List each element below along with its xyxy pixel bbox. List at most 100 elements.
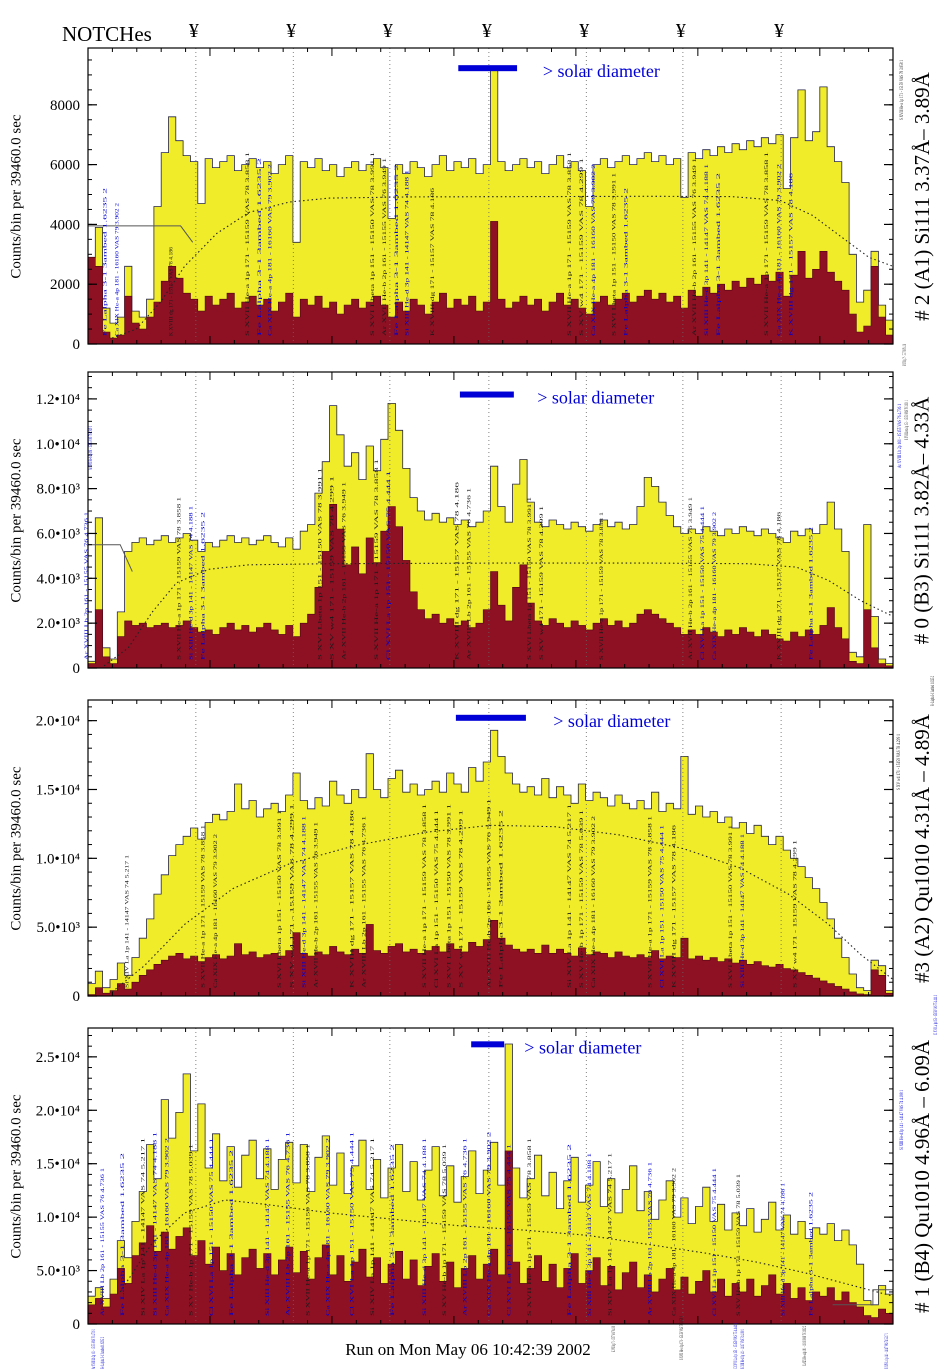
line-id-annotation: Cl XVI La 1p 151 - 15150 VAS 75 4.444 1 [508,1143,513,1316]
line-id-annotation: Ar XVII He-b 2p 161 - 15155 VAS 76 3.949… [383,157,388,336]
red-series [87,1150,894,1325]
line-id-annotation: Si XIII He-d 3p 141 - 14147 VAS 74 4.188… [705,163,710,336]
line-id-annotation: S XV He-b 1p 171 - 15159 VAS 78 5.039 1 [737,1173,742,1316]
solar-diameter-label: > solar diameter [524,1037,641,1057]
line-id-annotation: Si XIII He-d 3p 141 - 14147 VAS 74 4.188… [405,169,410,336]
line-id-annotation: Ar XVII He-b 2p 161 - 15155 VAS 76 3.949… [488,798,493,988]
line-id-annotation: S XVII He-a 1p 171 - 15159 VAS 78 3.858 … [649,815,654,988]
y-tick-label: 1.0•10⁴ [36,437,80,453]
line-id-annotation: Si XIII He-d 3p 141 - 14147 VAS 74 4.188… [266,1137,271,1316]
line-id-annotation: Ar XVIII Lb 2p 161 - 15155 VAS 76 4.736 … [649,1161,654,1316]
line-id-annotation: Ar XVIII Lb 2p 161 - 15155 VAS 76 4.736 … [101,1167,106,1316]
line-id-annotation: S XVII He-a 1p 171 - 15159 VAS 78 3.858 … [178,496,183,660]
notch-marker: ¥ [774,20,785,42]
line-id-annotation: S XVI Lbeta 1p 151 - 15150 VAS 78 3.991 … [528,496,533,660]
line-id-annotation: Ca XIX He-a 4p 181 - 16160 VAS 79 3.902 … [327,1137,332,1316]
line-id-annotation: Fe Lalpha 3-1 3ambed 1.6235 2 [500,809,505,988]
line-id-annotation: S XV He-b 1p 171 - 15159 VAS 78 5.039 1 [190,1143,195,1316]
line-id-annotation: K XVIII dg 171 - 15157 VAS 78 4.186 [351,809,356,988]
dotted-envelope-curve [111,824,894,993]
notch-marker: ¥ [382,20,393,42]
y-tick-label: 1.0•10⁴ [36,851,80,867]
line-id-annotation: Ar XVII He-b 2p 161 - 15155 VAS 76 3.949… [693,157,698,336]
panel-4-container: 0 5.0•10³ 1.0•10⁴ 1.5•10⁴ 2.0•10⁴ 2.5•10⁴ > so… [36,1027,894,1333]
line-id-annotation: Cl XVI La 1p 151 - 15150 VAS 75 4.444 1 [435,809,440,988]
y-tick-label: 1.2•10⁴ [36,392,80,408]
line-id-annotation: Si XIII He-d 3p 141 - 14147 VAS 74 4.188… [588,1152,593,1316]
line-id-annotation: S XV He-b 1p 171 - 15159 VAS 78 5.039 1 [443,1143,448,1316]
line-id-annotation: S XVI Lbeta 1p 151 - 15150 VAS 78 3.991 … [447,803,452,988]
line-id-annotation: Ca XIX He-a 4p 181 - 16160 VAS 79 3.902 … [166,1137,171,1316]
y-tick-label: 6.0•10³ [37,526,81,542]
line-id-annotation: K XVIII dg 171 - 15157 VAS 78 4.186 [673,824,678,988]
line-id-annotation: Ca XIX He-a 4p 181 - 16160 VAS 79 3.902 … [116,202,121,336]
y-tick-label: 2.5•10⁴ [36,1050,80,1066]
panel-4-histogram: 0 5.0•10³ 1.0•10⁴ 1.5•10⁴ 2.0•10⁴ 2.5•10⁴ > so… [36,1027,894,1333]
y-tick-label: 2.0•10⁴ [36,1103,80,1119]
line-id-annotation: S XV w4 171 - 15159 VAS 78 4.299 1 [793,839,798,988]
line-id-annotation: S XV w4 171 - 15159 VAS 78 4.299 1 [580,157,585,336]
line-id-annotation: S XVII He-a 1p 171 - 15159 VAS 78 3.858 … [600,511,605,660]
y-tick-label: 2.0•10³ [37,616,81,632]
line-id-annotation: Ca XIX He-a 4p 181 - 16160 VAS 79 3.902 … [214,833,219,988]
line-id-annotation: Ca XIX He-a 4p 181 - 16160 VAS 79 3.902 … [269,163,274,336]
panel-2-container: 0 2.0•10³ 4.0•10³ 6.0•10³ 8.0•10³ 1.0•10⁴ 1.2•… [36,371,894,677]
line-id-annotation: Si XIV La 1p 141 - 14147 VAS 74 5.217 1 [125,854,130,988]
line-id-annotation: Si XIII He-d 3p 141 - 14147 VAS 74 4.188… [190,505,195,660]
plot-frame [87,699,894,997]
line-id-annotation: Ca XIX He-a 4p 181 - 16160 VAS 79 3.902 … [777,163,782,336]
line-id-annotation: S XV w4 171 - 15159 VAS 78 4.299 1 [290,803,295,988]
line-id-annotation: Fe Lalpha 3-1 3ambed 1.6235 2 [810,526,815,660]
red-series [87,504,894,669]
line-id-annotation: Ar XVIII Lb 2p 161 - 15155 VAS 76 4.736 … [463,1137,468,1316]
line-id-annotation: Cl XVI La 1p 151 - 15150 VAS 75 4.444 1 [387,470,392,660]
line-id-annotation: Ca XIX He-a 4p 181 - 16160 VAS 79 3.902 … [713,511,718,660]
line-id-annotation: Cl XVI La 1p 151 - 15150 VAS 75 4.444 1 [661,824,666,988]
panel-2-histogram: 0 2.0•10³ 4.0•10³ 6.0•10³ 8.0•10³ 1.0•10⁴ 1.2•… [36,371,894,677]
line-id-annotation: K XVIII dg 171 - 15157 VAS 78 4.186 [777,511,782,660]
dotted-envelope-curve [111,195,894,339]
line-id-annotation: K XVIII dg 171 - 15157 VAS 78 4.186 [789,172,794,336]
line-id-annotation: Fe Lalpha 3-1 3ambed 1.6235 2 [258,157,263,336]
plot-frame [87,1027,894,1325]
notches-title: NOTCHes [62,22,152,46]
solar-diameter-label: > solar diameter [543,61,660,81]
plot-frame [87,371,894,669]
line-id-annotation: K XVIII dg 171 - 15157 VAS 78 4.186 [431,187,436,336]
solar-diameter-bar [471,1041,505,1048]
y-tick-label: 4000 [50,217,80,233]
solar-diameter-label: > solar diameter [537,388,654,408]
line-id-annotation: Cl XVI La 1p 151 - 15150 VAS 75 4.444 1 [210,1137,215,1316]
panel-1-histogram: 0 2000 4000 6000 8000 > solar diameter Fe Lalp… [50,47,894,353]
y-tick-label: 5.0•10³ [37,920,81,936]
line-id-annotation: Ar XVIII Lb 2p 161 - 15155 VAS 76 4.736 … [286,1131,291,1316]
y-tick-label: 1.5•10⁴ [36,1157,80,1173]
panel-1-right-label: # 2 (A1) Si111 3.37Å– 3.89Å [909,71,934,321]
line-id-annotation: S XV He-b 1p 171 - 15159 VAS 78 5.039 1 [580,809,585,988]
plot-frame [87,47,894,345]
line-id-annotation: Fe Lalpha 3-1 3ambed 1.6235 2 [230,1149,235,1316]
line-id-annotation: Si XIV La 1p 141 - 14147 VAS 74 5.217 1 [141,1137,146,1316]
notch-marker: ¥ [579,20,590,42]
panel-3-ylabel: Counts/bin per 39460.0 sec [8,765,25,931]
notch-marker: ¥ [188,20,199,42]
line-id-annotation: Si XIII He-d 3p 141 - 14147 VAS 74 4.188… [302,815,307,988]
yellow-series [87,729,894,997]
line-id-annotation: S XVI Lbeta 1p 151 - 15150 VAS 78 3.991 … [278,809,283,988]
line-id-annotation: Fe Lalpha 3-1 3ambed 1.6235 2 [395,163,400,336]
line-id-annotation: Fe Lalpha 3-1 3ambed 1.6235 2 [717,172,722,336]
line-id-annotation: Ar XVIII Lb 2p 161 - 15155 VAS 76 4.736 … [85,511,90,660]
line-id-annotation: Si XIV La 1p 141 - 14147 VAS 74 5.217 1 [371,1137,376,1316]
panel-2-ylabel: Counts/bin per 39460.0 sec [8,437,25,603]
y-tick-label: 0 [73,337,81,353]
line-id-annotation: S XVII He-a 1p 171 - 15159 VAS 78 3.858 … [375,458,380,660]
y-tick-label: 1.0•10⁴ [36,1210,80,1226]
line-id-annotation: Fe Lalpha 3-1 3ambed 1.6235 2 [568,1143,573,1316]
line-id-annotation: Fe Lalpha 3-1 3ambed 1.6235 2 [121,1152,126,1316]
line-id-annotation: S XVII He-a 1p 171 - 15159 VAS 78 3.858 … [568,151,573,336]
line-id-annotation: S XV w4 171 - 15159 VAS 78 4.299 1 [459,809,464,988]
line-id-annotation: S XVI Lbeta 1p 151 - 15150 VAS 78 3.991 … [612,172,617,336]
line-id-annotation: Ca XIX He-a 4p 181 - 16160 VAS 79 3.902 … [488,1131,493,1316]
y-tick-label: 0 [73,661,81,677]
